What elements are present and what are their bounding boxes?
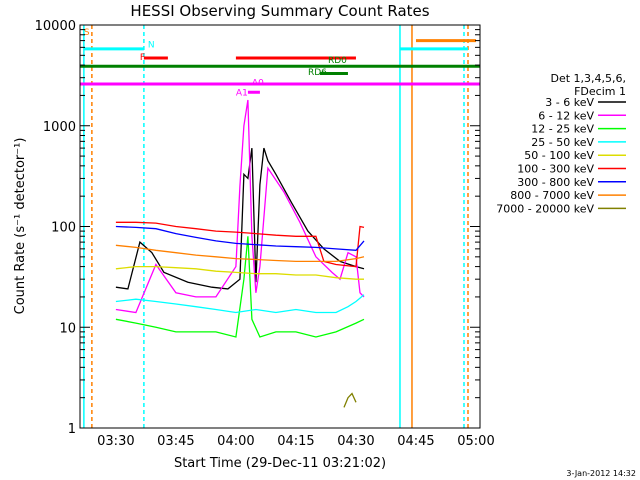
y-tick-label: 100 <box>51 221 76 236</box>
legend-header-line2: FDecim 1 <box>574 85 626 98</box>
legend-label: 100 - 300 keV <box>517 163 594 176</box>
series-line <box>115 147 365 290</box>
flag-label: A0 <box>252 79 264 89</box>
timestamp: 3-Jan-2012 14:32 <box>566 469 636 478</box>
legend-label: 800 - 7000 keV <box>510 189 594 202</box>
series-line <box>115 225 365 251</box>
x-tick-label: 03:45 <box>157 434 194 449</box>
legend-label: 25 - 50 keV <box>531 136 594 149</box>
x-tick-label: 04:00 <box>217 434 254 449</box>
legend-label: 3 - 6 keV <box>545 96 594 109</box>
x-tick-label: 04:30 <box>337 434 374 449</box>
x-tick-label: 04:45 <box>397 434 434 449</box>
series-line <box>115 99 365 314</box>
series-line <box>115 265 364 280</box>
legend-label: 300 - 800 keV <box>517 176 594 189</box>
flag-label: S <box>84 28 90 38</box>
flag-label: RD0 <box>328 56 347 66</box>
series-line <box>115 294 365 314</box>
y-tick-label: 1000 <box>43 120 76 135</box>
series-line <box>115 244 365 263</box>
x-tick-label: 05:00 <box>457 434 494 449</box>
flag-label: RD6 <box>308 68 327 78</box>
y-tick-label: 10000 <box>35 19 76 34</box>
legend-label: 6 - 12 keV <box>538 109 594 122</box>
flag-label: F <box>140 53 145 63</box>
series-line <box>115 236 365 338</box>
x-tick-label: 03:30 <box>97 434 134 449</box>
legend-label: 7000 - 20000 keV <box>496 202 594 215</box>
legend-label: 50 - 100 keV <box>524 149 594 162</box>
y-axis-label: Count Rate (s⁻¹ detector⁻¹) <box>13 138 28 315</box>
flag-label: N <box>148 40 155 50</box>
series-line <box>115 221 365 268</box>
flag-label: A1 <box>236 88 248 98</box>
x-axis-label: Start Time (29-Dec-11 03:21:02) <box>174 456 386 471</box>
y-tick-label: 10 <box>59 321 76 336</box>
series-line <box>343 392 357 408</box>
legend-header-line1: Det 1,3,4,5,6, <box>550 72 626 85</box>
plot-frame <box>79 24 481 429</box>
legend-label: 12 - 25 keV <box>531 123 594 136</box>
chart-title: HESSI Observing Summary Count Rates <box>130 2 429 20</box>
x-tick-label: 04:15 <box>277 434 314 449</box>
y-tick-label: 1 <box>68 422 76 437</box>
